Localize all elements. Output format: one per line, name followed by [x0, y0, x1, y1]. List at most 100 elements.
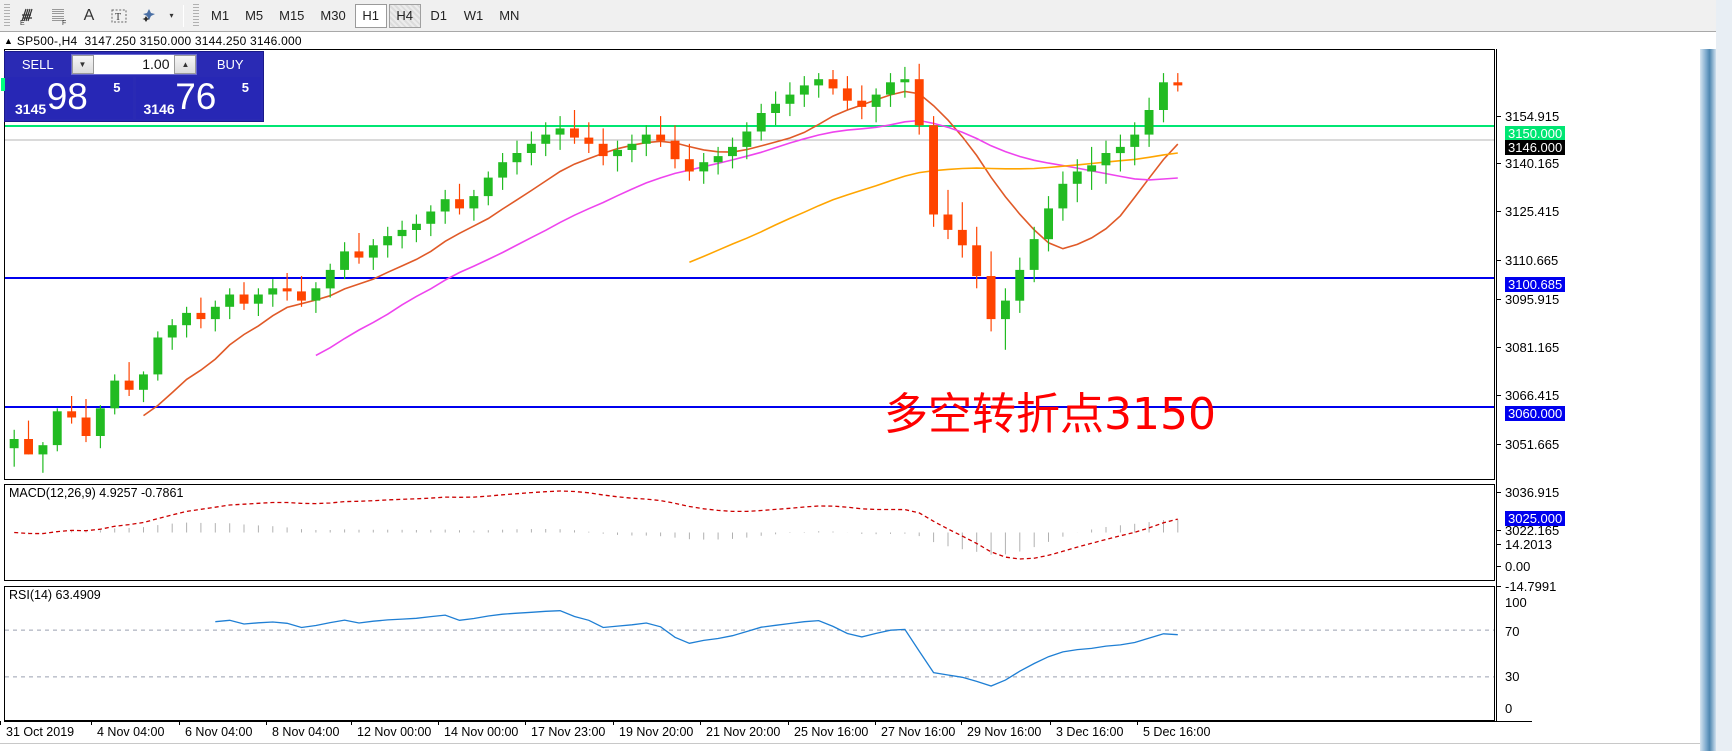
rsi-axis-label: 100: [1505, 595, 1527, 610]
time-axis-tick: [613, 721, 614, 725]
indicators-icon[interactable]: E: [14, 2, 44, 30]
price-axis-tick: [1496, 116, 1501, 117]
sell-button[interactable]: 3145 98 5: [7, 76, 133, 119]
rsi-axis-label: 30: [1505, 669, 1520, 684]
sell-label: SELL: [21, 57, 54, 72]
vertical-scrollbar[interactable]: [1700, 49, 1716, 751]
sell-price-fraction: 5: [113, 80, 121, 95]
chevron-down-icon: ▾: [169, 11, 174, 20]
sell-price-prefix: 3145: [15, 101, 47, 117]
time-axis-label: 21 Nov 20:00: [706, 725, 781, 739]
time-axis-label: 17 Nov 23:00: [531, 725, 606, 739]
time-axis-tick: [438, 721, 439, 725]
buy-button[interactable]: 3146 76 5: [135, 76, 261, 119]
rsi-plot: [5, 610, 1494, 687]
macd-axis-label: 14.2013: [1505, 537, 1552, 552]
price-axis-label[interactable]: 3060.000: [1505, 406, 1566, 421]
rsi-label: RSI(14) 63.4909: [9, 588, 101, 602]
timeframe-mn[interactable]: MN: [499, 8, 520, 23]
price-axis-tick: [1496, 163, 1501, 164]
macd-plot: [14, 490, 1179, 560]
buy-price-main: 76: [175, 76, 217, 117]
time-axis-labels: 31 Oct 2019 4 Nov 04:00 6 Nov 04:00 8 Nov 0…: [0, 721, 1732, 745]
time-axis-tick: [961, 721, 962, 725]
candlestick-plot: [5, 63, 1494, 473]
price-axis-tick: [1496, 211, 1501, 212]
macd-axis-label: -14.7991: [1505, 579, 1557, 594]
text-tool-icon[interactable]: A: [83, 6, 95, 24]
timeframe-grip[interactable]: [193, 3, 199, 28]
macd-axis-tick: [1496, 544, 1501, 545]
time-axis-tick: [788, 721, 789, 725]
time-axis-label: 12 Nov 00:00: [357, 725, 432, 739]
collapse-triangle-icon[interactable]: ▲: [4, 36, 13, 46]
price-axis-label: 3095.915: [1505, 292, 1560, 307]
volume-stepper[interactable]: ▼ 1.00 ▲: [70, 54, 198, 75]
timeframe-w1[interactable]: W1: [463, 8, 484, 23]
time-axis-label: 27 Nov 16:00: [881, 725, 956, 739]
spread-tick-indicator: [1, 78, 5, 91]
price-axis-tick: [1496, 260, 1501, 261]
price-axis-label[interactable]: 3150.000: [1505, 126, 1566, 141]
time-axis-tick: [91, 721, 92, 725]
text-label-icon[interactable]: T: [104, 2, 134, 30]
svg-text:F: F: [62, 20, 66, 26]
volume-input[interactable]: 1.00: [142, 56, 170, 72]
price-axis-label: 3154.915: [1505, 109, 1560, 124]
rsi-pane[interactable]: RSI(14) 63.4909: [4, 586, 1495, 721]
time-axis-tick: [1050, 721, 1051, 725]
time-axis-tick: [875, 721, 876, 725]
toolbar-grip[interactable]: [4, 3, 10, 28]
volume-decrease-button[interactable]: ▼: [71, 55, 94, 74]
price-axis-label[interactable]: 3146.000: [1505, 140, 1566, 155]
one-click-trading-panel[interactable]: SELL ▼ 1.00 ▲ BUY 3145 98 5 3146 76 5: [1, 51, 264, 122]
timeframe-m1[interactable]: M1: [211, 8, 230, 23]
time-axis-tick: [525, 721, 526, 725]
time-axis-label: 31 Oct 2019: [6, 725, 75, 739]
time-axis-tick: [0, 721, 1, 725]
time-axis-tick: [266, 721, 267, 725]
timeframe-h4[interactable]: H4: [388, 3, 421, 28]
time-axis-tick: [179, 721, 180, 725]
price-axis-label: 3066.415: [1505, 388, 1560, 403]
time-axis-label: 6 Nov 04:00: [185, 725, 253, 739]
quote-bar-text: SP500-,H4 3147.250 3150.000 3144.250 314…: [16, 34, 302, 48]
price-axis-label: 3081.165: [1505, 340, 1560, 355]
timeframe-d1[interactable]: D1: [430, 8, 448, 23]
timeframe-m15[interactable]: M15: [279, 8, 305, 23]
price-axis-tick: [1496, 492, 1501, 493]
macd-axis-label: 0.00: [1505, 559, 1531, 574]
time-axis-label: 3 Dec 16:00: [1056, 725, 1124, 739]
svg-text:E: E: [20, 20, 25, 26]
price-axis-tick: [1496, 395, 1501, 396]
macd-pane[interactable]: MACD(12,26,9) 4.9257 -0.7861: [4, 484, 1495, 581]
chart-annotation-text[interactable]: 多空转折点3150: [884, 389, 1216, 440]
horizontal-scrollbar[interactable]: [0, 743, 1732, 751]
trade-panel-prices: 3145 98 5 3146 76 5: [5, 76, 263, 121]
templates-icon[interactable]: F: [44, 2, 74, 30]
time-axis-label: 8 Nov 04:00: [272, 725, 340, 739]
price-axis-label: 3036.915: [1505, 485, 1560, 500]
price-axis-label: 3125.415: [1505, 204, 1560, 219]
time-axis-label: 29 Nov 16:00: [967, 725, 1042, 739]
time-axis-label: 19 Nov 20:00: [619, 725, 694, 739]
timeframe-h1[interactable]: H1: [354, 3, 387, 28]
price-axis-label[interactable]: 3025.000: [1505, 511, 1566, 526]
chart-quote-bar: ▲ SP500-,H4 3147.250 3150.000 3144.250 3…: [0, 33, 1732, 49]
price-axis-labels[interactable]: 3154.915 3150.000 3146.000 3140.165 3125.415…: [1496, 49, 1620, 721]
price-axis-label[interactable]: 3100.685: [1505, 277, 1566, 292]
macd-axis-tick: [1496, 586, 1501, 587]
chart-container[interactable]: MACD(12,26,9) 4.9257 -0.7861 RSI(14) 63.…: [0, 49, 1732, 751]
macd-label: MACD(12,26,9) 4.9257 -0.7861: [9, 486, 184, 500]
objects-dropdown-caret[interactable]: ▾: [164, 2, 178, 30]
time-axis-tick: [351, 721, 352, 725]
timeframe-m5[interactable]: M5: [245, 8, 264, 23]
timeframe-m30[interactable]: M30: [320, 8, 346, 23]
volume-increase-button[interactable]: ▲: [174, 55, 197, 74]
price-axis-tick: [1496, 444, 1501, 445]
time-axis-label: 14 Nov 00:00: [444, 725, 519, 739]
toolbar-divider: [183, 4, 184, 27]
objects-icon[interactable]: [134, 2, 164, 30]
price-axis-label: 3051.665: [1505, 437, 1560, 452]
macd-axis-tick: [1496, 566, 1501, 567]
